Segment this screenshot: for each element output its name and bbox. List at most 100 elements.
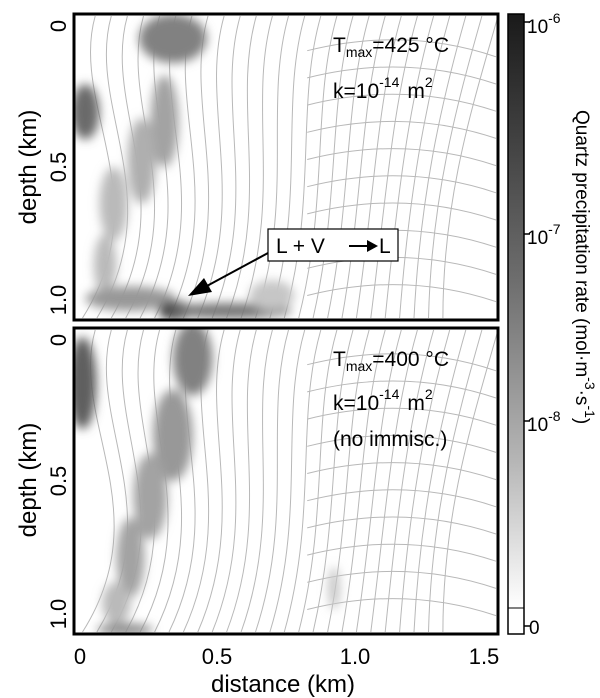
top-precipitation-zone-1 <box>139 14 207 63</box>
bottom-contour-line <box>307 598 497 617</box>
colorbar-gradient <box>508 14 524 608</box>
bottom-k-unit: m <box>407 392 425 415</box>
svg-text:10-8: 10-8 <box>527 408 561 436</box>
bottom-precipitation-zone-5 <box>102 582 131 625</box>
top-contour-line <box>307 39 497 58</box>
colorbar: 10-6 10-7 10-8 0 Quartz precipitation ra… <box>507 10 598 639</box>
bottom-panel: Tmax=400 °C k=10-14 m2 (no immisc.) depth… <box>15 326 500 636</box>
top-y-axis: depth (km) 0 0.5 1.0 <box>15 20 71 315</box>
bottom-contour-line <box>240 329 273 633</box>
bottom-precipitation-zone-7 <box>328 566 340 610</box>
bottom-contour-line <box>413 329 467 633</box>
bottom-k-prefix: k=10 <box>333 392 379 415</box>
top-contour-line <box>269 15 306 319</box>
bottom-contour-line <box>211 329 241 633</box>
top-precipitation-zone-0 <box>74 84 100 140</box>
top-contour-line <box>428 15 483 319</box>
svg-text:Tmax=400 °C: Tmax=400 °C <box>333 348 449 374</box>
svg-text:Tmax=425 °C: Tmax=425 °C <box>333 34 449 60</box>
bottom-panel-frame <box>72 326 500 636</box>
x-tick-1.5: 1.5 <box>469 644 500 669</box>
bottom-precipitation-zone-3 <box>133 453 168 540</box>
x-axis: 0 0.5 1.0 1.5 distance (km) <box>74 644 499 698</box>
bottom-contour-line <box>298 329 338 633</box>
top-contour-line <box>307 148 497 167</box>
bottom-contour-line <box>312 329 354 633</box>
bottom-y-tick-0.5: 0.5 <box>46 466 71 497</box>
bottom-contour-line <box>428 329 483 633</box>
bottom-contour-line <box>384 329 435 633</box>
callout-pointer-line <box>204 252 269 288</box>
bottom-precipitation-zone-6 <box>96 623 154 634</box>
bottom-contour-line <box>370 329 418 633</box>
top-contour-line <box>96 15 129 319</box>
callout-pointer-head <box>188 278 212 296</box>
top-contour-line <box>307 120 497 139</box>
top-contour-line <box>307 202 497 221</box>
top-contour-line <box>413 15 467 319</box>
top-contour-line <box>384 15 435 319</box>
top-tmax-prefix: T <box>333 34 346 57</box>
top-contour-line <box>255 15 289 319</box>
colorbar-tick-zero: 0 <box>529 618 540 639</box>
phase-callout: L + V L <box>188 228 399 296</box>
svg-text:Quartz precipitation rate (mol: Quartz precipitation rate (mol·m-3·s-1) <box>571 110 598 424</box>
top-tmax-value: =425 °C <box>372 34 449 57</box>
top-k-prefix: k=10 <box>333 80 379 103</box>
bottom-precipitation-zone-1 <box>172 328 213 396</box>
svg-text:10-6: 10-6 <box>527 10 561 38</box>
x-tick-0.5: 0.5 <box>202 644 233 669</box>
bottom-contour-line <box>307 543 497 562</box>
bottom-y-tick-0: 0 <box>46 334 71 346</box>
top-contour-line <box>197 15 225 319</box>
bottom-precipitation-zone-4 <box>116 517 145 598</box>
bottom-tmax-value: =400 °C <box>372 348 449 371</box>
colorbar-tick-1e-8-base: 10 <box>527 415 548 436</box>
bottom-contour-line <box>255 329 289 633</box>
top-y-tick-0.5: 0.5 <box>46 152 71 183</box>
bottom-tmax-sub: max <box>346 358 372 374</box>
bottom-contour-line <box>226 329 257 633</box>
top-precipitation-zone-4 <box>99 167 128 241</box>
top-contour-line <box>370 15 418 319</box>
colorbar-frame <box>507 13 525 635</box>
callout-box <box>267 228 399 262</box>
top-y-tick-1.0: 1.0 <box>46 285 71 316</box>
bottom-tmax-prefix: T <box>333 348 346 371</box>
bottom-contour-line <box>307 462 497 481</box>
top-contour-line <box>399 15 451 319</box>
bottom-contour-line <box>307 353 497 372</box>
bottom-k-exp: -14 <box>379 386 399 402</box>
x-tick-0: 0 <box>74 644 86 669</box>
top-contour-line <box>341 15 386 319</box>
top-contour-line <box>307 175 497 194</box>
top-contour-line <box>355 15 402 319</box>
svg-text:10-7: 10-7 <box>527 221 561 249</box>
colorbar-title-exp1: -3 <box>582 377 598 390</box>
bottom-contour-line <box>269 329 306 633</box>
top-panel-precipitation-field <box>74 14 295 320</box>
top-panel-contours <box>82 15 498 319</box>
callout-right-text: L <box>379 235 391 258</box>
bottom-panel-contours <box>82 329 498 633</box>
bottom-precipitation-zone-2 <box>153 389 193 481</box>
top-precipitation-zone-6 <box>85 286 176 311</box>
top-contour-line <box>312 15 354 319</box>
top-k-exp: -14 <box>379 74 399 90</box>
bottom-k-unit-exp: 2 <box>425 386 433 402</box>
top-contour-line <box>226 15 257 319</box>
bottom-contour-line <box>197 329 225 633</box>
top-contour-line <box>307 66 497 85</box>
top-y-axis-title: depth (km) <box>15 110 42 225</box>
top-precipitation-zone-2 <box>150 75 179 167</box>
top-contour-line <box>211 15 241 319</box>
bottom-contour-line <box>307 516 497 535</box>
bottom-contour-line <box>355 329 402 633</box>
colorbar-title-end: ) <box>571 418 592 424</box>
top-contour-line <box>307 93 497 112</box>
top-precipitation-zone-5 <box>93 234 117 296</box>
colorbar-zero-swatch <box>508 608 524 634</box>
